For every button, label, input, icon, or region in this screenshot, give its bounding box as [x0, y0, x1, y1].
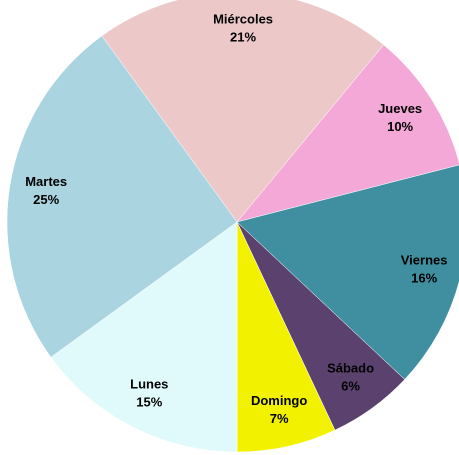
- slice-value: 6%: [341, 379, 360, 394]
- slice-label: Jueves: [378, 101, 422, 116]
- pie-slice: [236, 44, 459, 223]
- slice-label: Lunes: [130, 377, 168, 392]
- slice-label: Miércoles: [213, 11, 273, 26]
- slice-value: 25%: [33, 192, 59, 207]
- slice-label: Martes: [25, 174, 67, 189]
- slice-label: Domingo: [251, 393, 307, 408]
- slice-value: 15%: [136, 395, 162, 410]
- pie-slice: [50, 221, 238, 453]
- pie-slice: [6, 35, 238, 358]
- slice-value: 16%: [411, 270, 437, 285]
- slice-value: 7%: [270, 411, 289, 426]
- slice-label: Viernes: [401, 252, 448, 267]
- pie-slice: [101, 0, 384, 223]
- pie-slice: [236, 221, 336, 453]
- pie-slice: [236, 164, 459, 380]
- slice-value: 10%: [387, 119, 413, 134]
- slice-label: Sábado: [327, 361, 374, 376]
- slice-value: 21%: [230, 29, 256, 44]
